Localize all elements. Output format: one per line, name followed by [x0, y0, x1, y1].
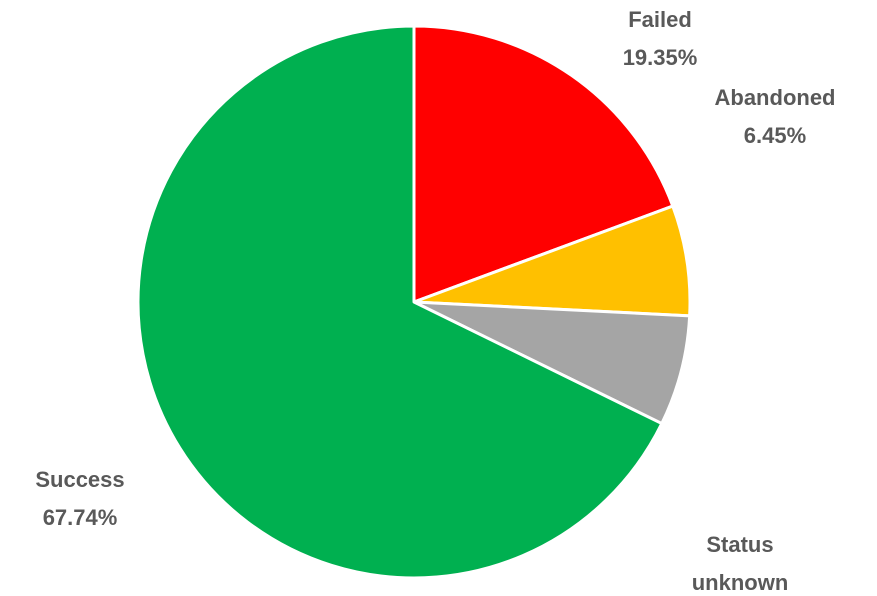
slice-name: Abandoned	[714, 85, 836, 110]
data-label: Success 67.74%	[5, 461, 155, 537]
data-label: Abandoned 6.45%	[690, 79, 860, 155]
slice-value: 19.35%	[622, 45, 698, 70]
pie-slice	[412, 300, 692, 426]
slice-name: Status unknown	[691, 532, 789, 595]
slice-value: 67.74%	[42, 505, 118, 530]
data-label: Status unknown	[680, 526, 800, 596]
pie-slice	[136, 24, 664, 580]
slice-name: Success	[35, 467, 125, 492]
pie-slice	[412, 24, 675, 304]
slice-name: Failed	[628, 7, 692, 32]
slice-value: 6.45%	[743, 123, 807, 148]
data-label: Failed 19.35%	[600, 1, 720, 77]
pie-slice	[412, 204, 692, 318]
